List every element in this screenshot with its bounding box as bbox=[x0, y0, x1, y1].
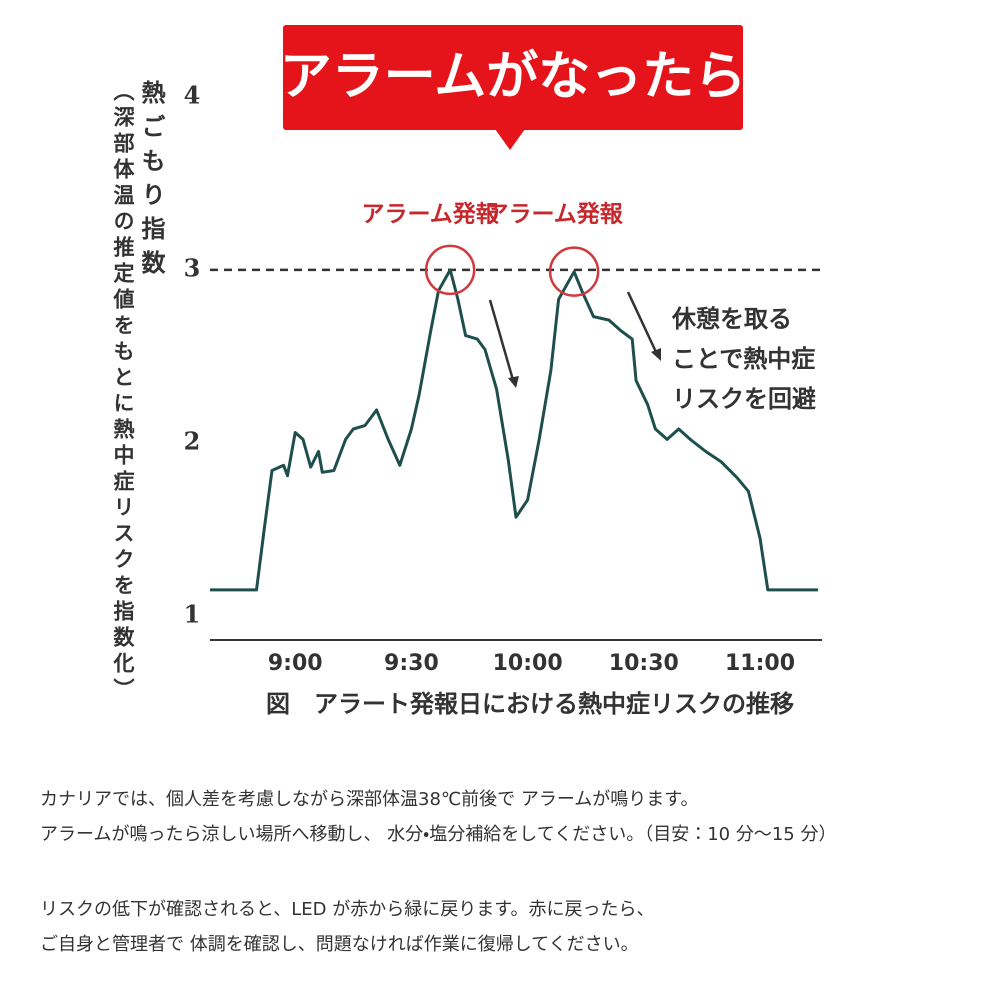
x-tick-label: 9:00 bbox=[268, 651, 323, 676]
alarm-circle bbox=[424, 244, 476, 296]
body-text: カナリアでは、個人差を考慮しながら深部体温38℃前後で アラームが鳴ります。 bbox=[40, 789, 699, 810]
data-line bbox=[210, 268, 819, 592]
body-text: アラームが鳴ったら涼しい場所へ移動し、 水分・塩分補給をしてください。（目安：1… bbox=[40, 824, 836, 845]
x-tick-label: 9:30 bbox=[384, 651, 439, 676]
y-tick-label: 4 bbox=[184, 81, 201, 110]
arrow-head bbox=[508, 376, 519, 388]
banner-text: アラームがなったら bbox=[280, 47, 746, 107]
chart-caption: 図 アラート発報日における熱中症リスクの推移 bbox=[266, 690, 794, 718]
note-line: ことで熱中症 bbox=[672, 345, 815, 373]
alarm-circle bbox=[548, 246, 600, 297]
y-tick-label: 2 bbox=[184, 426, 201, 455]
y-axis-note: （深部体温の推定値をもとに熱中症リスクを指数化） bbox=[111, 80, 136, 704]
y-tick-label: 3 bbox=[184, 253, 201, 282]
y-axis-label: 熱ごもり指数 bbox=[137, 80, 165, 284]
note-line: リスクを回避 bbox=[672, 385, 816, 413]
alarm-label: アラーム発報 bbox=[485, 201, 623, 228]
x-tick-label: 10:00 bbox=[493, 651, 563, 676]
note-line: 休憩を取る bbox=[671, 305, 792, 333]
banner-box bbox=[283, 25, 743, 130]
body-text: ご自身と管理者で 体調を確認し、問題なければ作業に復帰してください。 bbox=[40, 934, 639, 955]
x-tick-label: 11:00 bbox=[725, 651, 795, 676]
arrow bbox=[488, 299, 515, 381]
y-tick-label: 1 bbox=[184, 599, 201, 628]
body-text: リスクの低下が確認されると、LED が赤から緑に戻ります。赤に戻ったら、 bbox=[40, 899, 654, 920]
x-tick-label: 10:30 bbox=[609, 651, 679, 676]
alarm-label: アラーム発報 bbox=[361, 201, 499, 228]
arrow bbox=[626, 291, 658, 353]
arrow-head bbox=[651, 348, 661, 361]
banner-pointer bbox=[495, 129, 525, 150]
